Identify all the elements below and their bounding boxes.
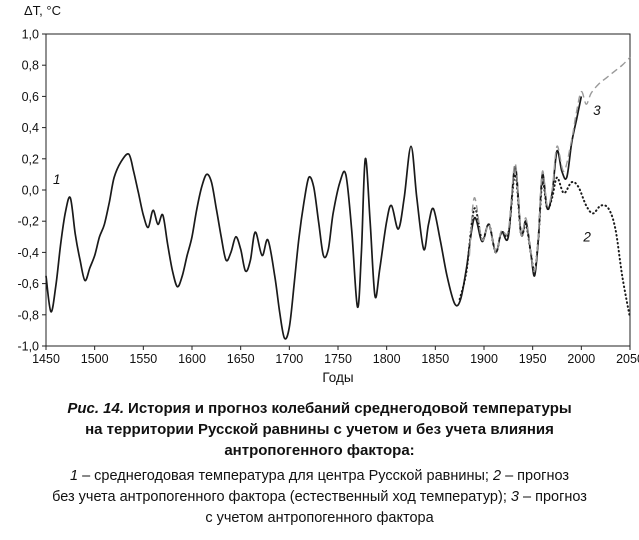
x-tick-label: 2000 [567,352,595,366]
x-tick-label: 1450 [32,352,60,366]
legend-segment: – среднегодовая температура для центра Р… [78,468,493,484]
x-tick-label: 1900 [470,352,498,366]
legend-series-number: 2 [492,468,502,484]
legend-segment: – прогноз [518,489,587,505]
caption-line-1: Рис. 14. История и прогноз колебаний сред… [0,398,639,419]
x-tick-label: 1600 [178,352,206,366]
x-tick-label: 1700 [275,352,303,366]
x-axis-title: Годы [322,370,353,385]
legend-line-3: с учетом антропогенного фактора [0,508,639,529]
curve-label-2: 2 [582,229,591,244]
legend-line-1: 1 – среднегодовая температура для центра… [0,466,639,487]
x-axis: 1450 1500 1550 1600 1650 1700 1750 1800 1850 1900… [32,346,639,366]
y-tick-label: 0,6 [22,90,39,104]
chart-canvas: ΔT, °C 1,0 0,8 0,6 0,4 0,2 0,0 -0,2 -0,4 -0,6 -0,… [17,3,639,385]
series-line-2 [458,173,631,319]
caption-line-2: на территории Русской равнины с учетом и… [85,421,554,438]
legend-series-number: 1 [69,468,79,484]
x-tick-label: 1950 [519,352,547,366]
x-tick-label: 2050 [616,352,639,366]
figure-caption: Рис. 14. История и прогноз колебаний сред… [0,398,639,461]
x-tick-label: 1850 [421,352,449,366]
caption-text-1: История и прогноз колебаний среднегодово… [128,400,572,417]
legend-line-2: без учета антропогенного фактора (естест… [0,487,639,508]
legend-text: 1 – среднегодовая температура для центра… [0,466,639,529]
y-tick-label: 0,4 [22,121,39,135]
y-axis-title: ΔT, °C [24,3,61,18]
y-tick-label: -0,2 [17,215,39,229]
caption-line-3: антропогенного фактора: [224,442,415,459]
curve-label-3: 3 [593,103,601,118]
x-tick-label: 1550 [129,352,157,366]
series-line-3 [468,56,631,273]
figure-number: Рис. 14. [67,400,125,417]
y-tick-label: 1,0 [22,28,39,42]
series-line-1 [45,96,583,340]
y-tick-label: -0,4 [17,246,39,260]
temperature-chart: ΔT, °C 1,0 0,8 0,6 0,4 0,2 0,0 -0,2 -0,4 -0,6 -0,… [17,3,639,385]
x-tick-label: 1650 [227,352,255,366]
y-tick-label: 0,0 [22,184,39,198]
y-tick-label: 0,8 [22,59,39,73]
curve-label-1: 1 [53,172,61,187]
x-tick-label: 1500 [81,352,109,366]
x-tick-label: 1750 [324,352,352,366]
y-tick-label: -1,0 [17,340,39,354]
curve-labels: 1 2 3 [53,103,601,244]
series-group [45,56,631,340]
legend-segment: – прогноз [501,468,570,484]
x-tick-label: 1800 [373,352,401,366]
y-axis: 1,0 0,8 0,6 0,4 0,2 0,0 -0,2 -0,4 -0,6 -0,8 -1,0 [17,28,46,354]
y-tick-label: -0,8 [17,308,39,322]
legend-segment: с учетом антропогенного фактора [205,510,434,526]
legend-segment: без учета антропогенного фактора (естест… [52,489,511,505]
legend-series-number: 3 [510,489,519,505]
y-tick-label: -0,6 [17,277,39,291]
y-tick-label: 0,2 [22,152,39,166]
